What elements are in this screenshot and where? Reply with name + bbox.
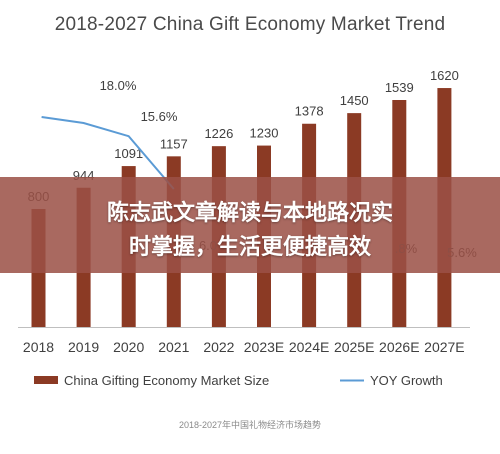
yoy-label: 18.0% (100, 78, 137, 93)
x-tick-label: 2019 (68, 339, 99, 355)
legend-line-label: YOY Growth (370, 373, 443, 388)
x-tick-label: 2022 (203, 339, 234, 355)
legend-bar-swatch (34, 376, 58, 384)
x-tick-label: 2021 (158, 339, 189, 355)
footer-caption: 2018-2027年中国礼物经济市场趋势 (178, 420, 322, 430)
bar-value-label: 1378 (295, 104, 324, 119)
headline-line-1: 陈志武文章解读与本地路况实 (106, 201, 393, 226)
x-tick-label: 2020 (113, 339, 144, 355)
x-tick-label: 2023E (244, 339, 284, 355)
legend-bar-label: China Gifting Economy Market Size (64, 373, 269, 388)
bar-value-label: 1450 (340, 93, 369, 108)
chart-title: 2018-2027 China Gift Economy Market Tren… (54, 14, 446, 35)
x-tick-label: 2024E (289, 339, 329, 355)
bar-value-label: 1091 (114, 146, 143, 161)
x-tick-label: 2018 (23, 339, 54, 355)
x-tick-label: 2026E (379, 339, 419, 355)
yoy-label: 15.6% (141, 109, 178, 124)
bar-value-label: 1539 (385, 80, 414, 95)
x-tick-label: 2027E (424, 339, 464, 355)
bar-value-label: 1230 (250, 126, 279, 141)
headline-line-2: 时掌握，生活更便捷高效 (128, 235, 371, 260)
bar-value-label: 1226 (204, 126, 233, 141)
bar-value-label: 1157 (160, 136, 188, 151)
yoy-growth-line (41, 116, 175, 190)
bar-value-label: 1620 (430, 68, 459, 83)
x-tick-label: 2025E (334, 339, 374, 355)
headline-overlay: 陈志武文章解读与本地路况实 时掌握，生活更便捷高效 (0, 177, 500, 273)
